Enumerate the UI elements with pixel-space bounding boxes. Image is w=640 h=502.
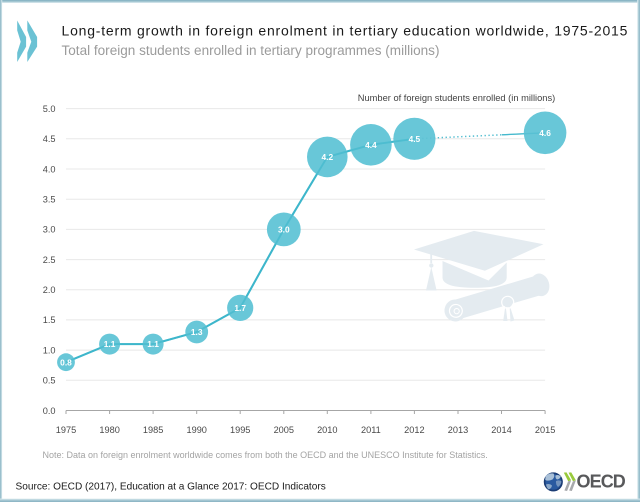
svg-text:3.0: 3.0 (278, 225, 290, 235)
svg-text:5.0: 5.0 (43, 104, 56, 114)
svg-text:2.0: 2.0 (43, 285, 56, 295)
svg-text:4.4: 4.4 (365, 140, 377, 150)
svg-text:3.5: 3.5 (43, 195, 56, 205)
svg-text:3.0: 3.0 (43, 225, 56, 235)
svg-text:1.0: 1.0 (43, 345, 56, 355)
svg-text:1995: 1995 (230, 425, 250, 435)
svg-text:4.5: 4.5 (409, 134, 421, 144)
svg-text:2012: 2012 (404, 425, 424, 435)
svg-text:4.0: 4.0 (43, 164, 56, 174)
svg-text:OECD: OECD (577, 472, 626, 492)
svg-text:1.7: 1.7 (234, 303, 246, 313)
svg-text:2005: 2005 (274, 425, 294, 435)
svg-text:1.1: 1.1 (104, 339, 116, 349)
svg-text:1985: 1985 (143, 425, 163, 435)
svg-text:2.5: 2.5 (43, 255, 56, 265)
svg-text:0.8: 0.8 (60, 357, 72, 367)
svg-text:2015: 2015 (535, 425, 555, 435)
svg-text:1.1: 1.1 (147, 339, 159, 349)
svg-text:1975: 1975 (56, 425, 76, 435)
svg-text:4.2: 4.2 (321, 152, 333, 162)
svg-text:0.5: 0.5 (43, 376, 56, 386)
svg-text:2010: 2010 (317, 425, 337, 435)
svg-text:Long-term growth in foreign en: Long-term growth in foreign enrolment in… (62, 23, 629, 39)
svg-text:1980: 1980 (99, 425, 119, 435)
svg-text:2011: 2011 (361, 425, 381, 435)
svg-text:1990: 1990 (186, 425, 206, 435)
svg-text:Total foreign students enrolle: Total foreign students enrolled in terti… (62, 43, 440, 58)
svg-text:1.5: 1.5 (43, 315, 56, 325)
svg-text:Number of foreign students enr: Number of foreign students enrolled (in … (358, 93, 555, 103)
svg-text:2014: 2014 (491, 425, 511, 435)
svg-text:4.6: 4.6 (539, 128, 551, 138)
svg-text:Source: OECD (2017), Education: Source: OECD (2017), Education at a Glan… (16, 481, 326, 492)
svg-text:0.0: 0.0 (43, 406, 56, 416)
svg-text:2013: 2013 (448, 425, 468, 435)
svg-text:4.5: 4.5 (43, 134, 56, 144)
svg-text:Note: Data on foreign enrolmen: Note: Data on foreign enrolment worldwid… (43, 450, 488, 460)
svg-text:1.3: 1.3 (191, 327, 203, 337)
